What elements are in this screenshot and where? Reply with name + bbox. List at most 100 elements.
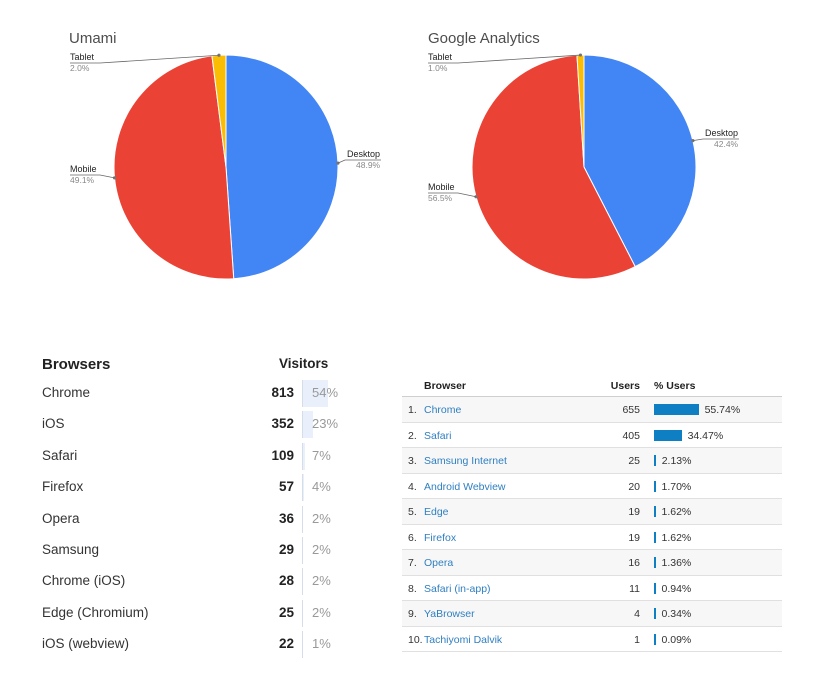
- umami-table-row[interactable]: Opera 36 2%: [42, 504, 342, 535]
- visitor-percent: 23%: [312, 416, 339, 432]
- visitor-count: 22: [278, 636, 294, 652]
- user-percent: 34.47%: [687, 429, 724, 442]
- share-divider: [302, 568, 303, 596]
- leader-line: [428, 192, 477, 198]
- visitor-count: 813: [271, 385, 294, 400]
- users-column-header[interactable]: Users: [610, 380, 640, 392]
- slice-percent: 1.0%: [428, 63, 448, 73]
- visitors-heading: Visitors: [279, 356, 329, 371]
- user-share-bar: [654, 404, 699, 415]
- ga-table-row: 5. Edge 19 1.62%: [402, 499, 782, 525]
- user-count: 11: [629, 582, 640, 595]
- browser-link[interactable]: Samsung Internet: [424, 455, 507, 467]
- browser-link[interactable]: Safari (in-app): [424, 582, 491, 595]
- visitor-percent: 54%: [312, 385, 339, 400]
- row-rank: 7.: [408, 557, 417, 569]
- visitor-count: 25: [278, 604, 294, 620]
- user-share-bar: [654, 480, 656, 492]
- user-percent: 2.13%: [661, 455, 692, 467]
- ga-table-row: 3. Samsung Internet 25 2.13%: [402, 448, 782, 474]
- slice-label: Tablet: [70, 52, 95, 62]
- visitor-percent: 2%: [312, 604, 331, 620]
- visitor-percent: 2%: [312, 510, 331, 526]
- slice-label: Desktop: [347, 149, 380, 159]
- share-divider: [302, 536, 303, 564]
- umami-table-row[interactable]: Chrome (iOS) 28 2%: [42, 566, 342, 597]
- browser-link[interactable]: Android Webview: [424, 480, 506, 493]
- ga-browsers-table: Browser Users % Users 1. Chrome 655 55.74% 2…: [402, 374, 782, 652]
- user-percent: 55.74%: [704, 404, 741, 416]
- share-divider: [302, 474, 303, 502]
- browser-link[interactable]: Firefox: [424, 531, 457, 544]
- row-rank: 5.: [408, 506, 417, 518]
- user-count: 19: [628, 531, 640, 544]
- user-share-bar: [654, 582, 656, 594]
- leader-dot: [217, 53, 221, 57]
- browser-column-header[interactable]: Browser: [424, 380, 467, 392]
- share-divider: [302, 599, 303, 627]
- ga-table-header: Browser Users % Users: [402, 374, 782, 397]
- user-share-bar: [654, 531, 656, 543]
- row-rank: 6.: [408, 531, 417, 544]
- browser-name: Edge (Chromium): [42, 604, 149, 620]
- leader-line: [337, 159, 381, 164]
- slice-label: Mobile: [70, 164, 97, 174]
- share-divider: [302, 631, 303, 659]
- ga-table-row: 9. YaBrowser 4 0.34%: [402, 601, 782, 627]
- leader-dot: [691, 139, 695, 143]
- browser-name: Samsung: [42, 541, 100, 557]
- visitor-count: 29: [278, 541, 294, 557]
- umami-pie-chart: Umami Desktop 48.9% Mobile 49.1% Tablet 2.0%: [0, 0, 400, 300]
- browser-link[interactable]: YaBrowser: [424, 608, 475, 620]
- browser-link[interactable]: Tachiyomi Dalvik: [424, 633, 503, 646]
- user-count: 655: [622, 404, 640, 416]
- visitor-percent: 1%: [312, 636, 331, 652]
- umami-table-row[interactable]: Safari 109 7%: [42, 441, 342, 472]
- ga-table-row: 6. Firefox 19 1.62%: [402, 525, 782, 550]
- share-divider: [302, 380, 303, 407]
- browser-link[interactable]: Chrome: [424, 404, 462, 416]
- umami-table-row[interactable]: Samsung 29 2%: [42, 535, 342, 566]
- user-share-bar: [654, 506, 656, 517]
- user-count: 19: [628, 506, 640, 518]
- browser-name: iOS: [42, 416, 65, 432]
- umami-table-row[interactable]: Firefox 57 4%: [42, 472, 342, 503]
- umami-table-row[interactable]: iOS 352 23%: [42, 409, 342, 440]
- browser-link[interactable]: Opera: [424, 557, 454, 569]
- user-share-bar: [654, 633, 656, 645]
- umami-table-row[interactable]: Chrome 813 54%: [42, 378, 342, 409]
- ga-pie-title: Google Analytics: [428, 30, 540, 47]
- row-rank: 2.: [408, 429, 417, 442]
- visitor-count: 109: [271, 447, 294, 463]
- browser-name: Firefox: [42, 479, 84, 495]
- pct-users-column-header[interactable]: % Users: [654, 380, 696, 392]
- visitor-percent: 4%: [312, 479, 331, 495]
- slice-percent: 48.9%: [356, 160, 381, 170]
- visitor-count: 57: [278, 479, 294, 495]
- visitor-percent: 2%: [312, 573, 331, 589]
- browser-link[interactable]: Edge: [424, 506, 449, 518]
- slice-percent: 56.5%: [428, 193, 453, 203]
- pie-slice-desktop: [225, 54, 339, 280]
- ga-table-row: 10. Tachiyomi Dalvik 1 0.09%: [402, 627, 782, 652]
- leader-dot: [578, 53, 583, 57]
- slice-percent: 49.1%: [70, 175, 95, 185]
- user-percent: 0.94%: [661, 582, 692, 595]
- user-count: 405: [622, 429, 640, 442]
- row-rank: 3.: [408, 455, 417, 467]
- browser-name: iOS (webview): [42, 636, 130, 652]
- user-count: 20: [628, 480, 640, 493]
- leader-line: [70, 54, 219, 64]
- leader-line: [428, 54, 581, 64]
- browser-link[interactable]: Safari: [424, 429, 452, 442]
- umami-table-row[interactable]: Edge (Chromium) 25 2%: [42, 598, 342, 629]
- browser-name: Chrome (iOS): [42, 573, 126, 589]
- umami-table-row[interactable]: iOS (webview) 22 1%: [42, 629, 342, 660]
- browser-name: Safari: [42, 447, 78, 463]
- share-divider: [302, 411, 303, 439]
- visitor-count: 28: [278, 573, 294, 589]
- ga-table-row: 1. Chrome 655 55.74%: [402, 397, 782, 423]
- visitor-count: 36: [278, 510, 294, 526]
